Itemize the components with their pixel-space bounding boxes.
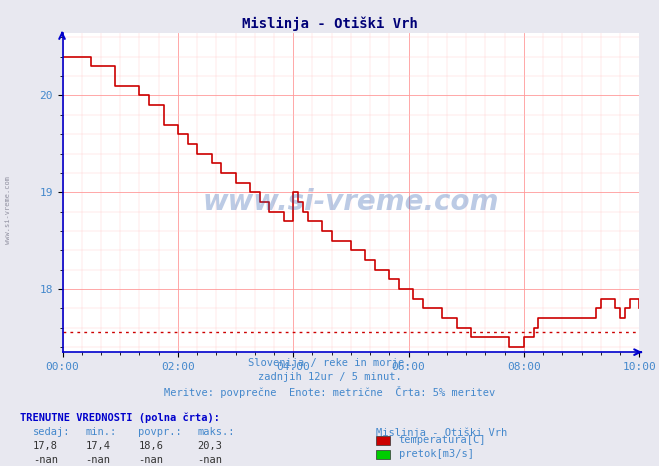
- Text: www.si-vreme.com: www.si-vreme.com: [5, 176, 11, 244]
- Text: pretok[m3/s]: pretok[m3/s]: [399, 449, 474, 459]
- Text: -nan: -nan: [198, 455, 223, 465]
- Text: 17,8: 17,8: [33, 441, 58, 451]
- Text: temperatura[C]: temperatura[C]: [399, 435, 486, 445]
- Text: 18,6: 18,6: [138, 441, 163, 451]
- Text: -nan: -nan: [138, 455, 163, 465]
- Text: Slovenija / reke in morje.: Slovenija / reke in morje.: [248, 358, 411, 368]
- Text: Mislinja - Otiški Vrh: Mislinja - Otiški Vrh: [242, 16, 417, 31]
- Text: min.:: min.:: [86, 427, 117, 437]
- Text: 20,3: 20,3: [198, 441, 223, 451]
- Text: sedaj:: sedaj:: [33, 427, 71, 437]
- Text: 17,4: 17,4: [86, 441, 111, 451]
- Text: -nan: -nan: [86, 455, 111, 465]
- Text: Meritve: povprečne  Enote: metrične  Črta: 5% meritev: Meritve: povprečne Enote: metrične Črta:…: [164, 386, 495, 398]
- Text: TRENUTNE VREDNOSTI (polna črta):: TRENUTNE VREDNOSTI (polna črta):: [20, 412, 219, 423]
- Text: zadnjih 12ur / 5 minut.: zadnjih 12ur / 5 minut.: [258, 372, 401, 382]
- Text: www.si-vreme.com: www.si-vreme.com: [203, 188, 499, 216]
- Text: -nan: -nan: [33, 455, 58, 465]
- Text: povpr.:: povpr.:: [138, 427, 182, 437]
- Text: maks.:: maks.:: [198, 427, 235, 437]
- Text: Mislinja - Otiški Vrh: Mislinja - Otiški Vrh: [376, 427, 507, 438]
